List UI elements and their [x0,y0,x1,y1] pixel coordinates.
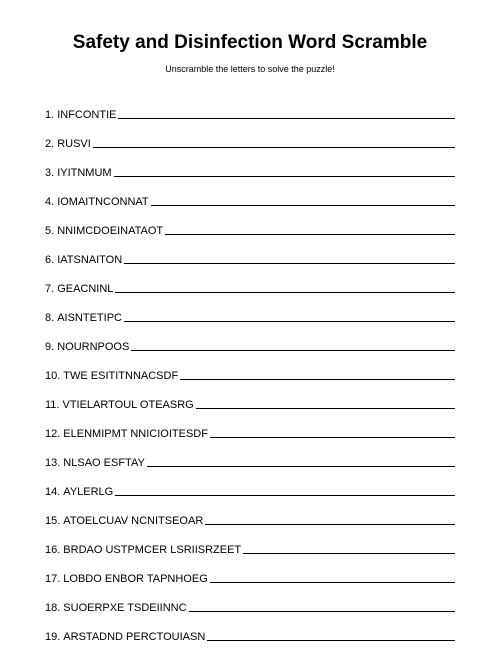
answer-line [210,428,455,438]
item-number: 14. [45,487,60,498]
scramble-list: 1.INFCONTIE 2.RUSVI 3.IYITNMUM 4.IOMAITNCON… [45,108,455,659]
scramble-item: 7.GEACNINL [45,282,455,295]
item-number: 16. [45,545,60,556]
item-word: GEACNINL [57,284,113,295]
answer-line [165,225,455,235]
item-number: 12. [45,429,60,440]
item-word: LOBDO ENBOR TAPNHOEG [63,574,207,585]
page-title: Safety and Disinfection Word Scramble [45,32,455,54]
item-number: 17. [45,574,60,585]
item-word: NNIMCDOEINATAOT [57,226,163,237]
item-word: RUSVI [57,139,91,150]
answer-line [131,341,455,351]
answer-line [114,167,455,177]
scramble-item: 16.BRDAO USTPMCER LSRIISRZEET [45,543,455,556]
item-number: 8. [45,313,54,324]
scramble-item: 5.NNIMCDOEINATAOT [45,224,455,237]
scramble-item: 18.SUOERPXE TSDEIINNC [45,601,455,614]
item-word: SUOERPXE TSDEIINNC [63,603,186,614]
answer-line [147,457,455,467]
item-number: 13. [45,458,60,469]
item-word: IATSNAITON [57,255,122,266]
item-word: NLSAO ESFTAY [63,458,145,469]
scramble-item: 19.ARSTADND PERCTOUIASN [45,630,455,643]
item-word: VTIELARTOUL OTEASRG [62,400,193,411]
answer-line [196,399,455,409]
scramble-item: 8.AISNTETIPC [45,311,455,324]
answer-line [124,312,455,322]
item-number: 5. [45,226,54,237]
answer-line [189,602,455,612]
item-number: 10. [45,371,60,382]
item-number: 18. [45,603,60,614]
item-number: 11. [45,400,59,411]
answer-line [118,109,455,119]
item-number: 9. [45,342,54,353]
scramble-item: 14.AYLERLG [45,485,455,498]
item-word: TWE ESITITNNACSDF [63,371,178,382]
item-word: IYITNMUM [57,168,111,179]
answer-line [243,544,455,554]
item-word: ARSTADND PERCTOUIASN [63,632,205,643]
scramble-item: 3.IYITNMUM [45,166,455,179]
answer-line [115,283,455,293]
item-word: BRDAO USTPMCER LSRIISRZEET [63,545,241,556]
scramble-item: 2.RUSVI [45,137,455,150]
item-word: NOURNPOOS [57,342,129,353]
item-number: 3. [45,168,54,179]
scramble-item: 6.IATSNAITON [45,253,455,266]
answer-line [93,138,455,148]
item-number: 4. [45,197,54,208]
item-word: INFCONTIE [57,110,116,121]
answer-line [207,631,455,641]
scramble-item: 10.TWE ESITITNNACSDF [45,369,455,382]
answer-line [205,515,455,525]
item-number: 19. [45,632,60,643]
answer-line [115,486,455,496]
item-word: AISNTETIPC [57,313,122,324]
scramble-item: 1.INFCONTIE [45,108,455,121]
item-word: IOMAITNCONNAT [57,197,148,208]
item-number: 15. [45,516,60,527]
item-word: AYLERLG [63,487,113,498]
answer-line [151,196,455,206]
item-word: ATOELCUAV NCNITSEOAR [63,516,203,527]
item-number: 6. [45,255,54,266]
item-number: 2. [45,139,54,150]
scramble-item: 9.NOURNPOOS [45,340,455,353]
page-subtitle: Unscramble the letters to solve the puzz… [45,64,455,74]
item-number: 1. [45,110,54,121]
scramble-item: 11.VTIELARTOUL OTEASRG [45,398,455,411]
answer-line [124,254,455,264]
scramble-item: 13.NLSAO ESFTAY [45,456,455,469]
answer-line [180,370,455,380]
scramble-item: 12.ELENMIPMT NNICIOITESDF [45,427,455,440]
scramble-item: 15.ATOELCUAV NCNITSEOAR [45,514,455,527]
item-word: ELENMIPMT NNICIOITESDF [63,429,208,440]
answer-line [210,573,455,583]
item-number: 7. [45,284,54,295]
scramble-item: 4.IOMAITNCONNAT [45,195,455,208]
scramble-item: 17.LOBDO ENBOR TAPNHOEG [45,572,455,585]
